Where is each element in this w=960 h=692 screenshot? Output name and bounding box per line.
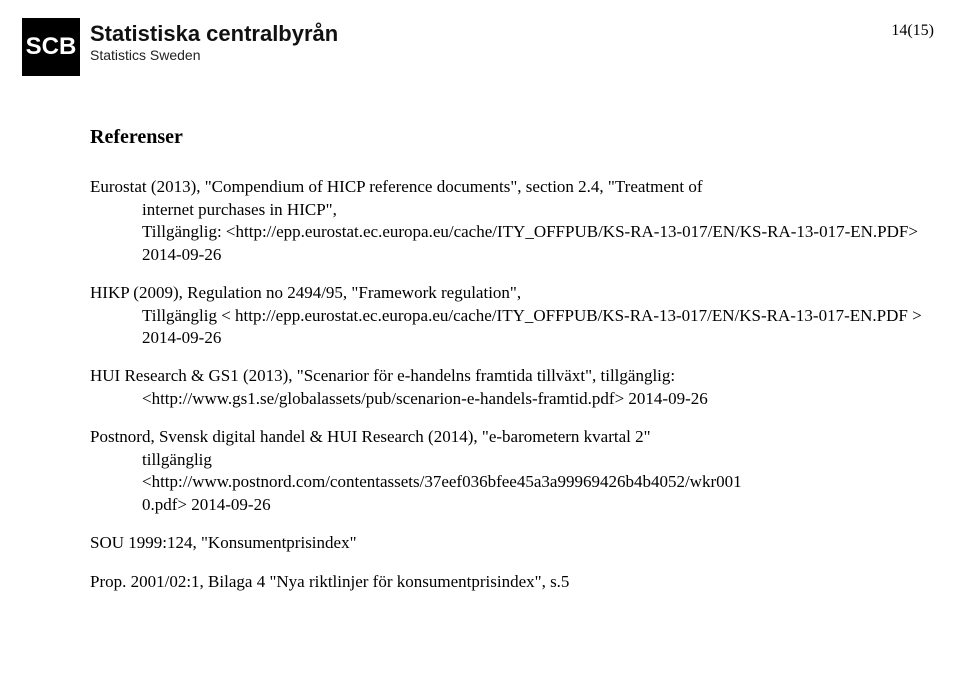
reference-item: HIKP (2009), Regulation no 2494/95, "Fra… [90, 282, 934, 349]
ref-indent: internet purchases in HICP", Tillgänglig… [90, 199, 934, 266]
ref-indent: <http://www.gs1.se/globalassets/pub/scen… [90, 388, 934, 410]
section-title: Referenser [90, 124, 934, 150]
org-sub-name: Statistics Sweden [90, 47, 338, 63]
ref-line: Prop. 2001/02:1, Bilaga 4 "Nya riktlinje… [90, 572, 569, 591]
reference-item: Prop. 2001/02:1, Bilaga 4 "Nya riktlinje… [90, 571, 934, 593]
ref-line: HIKP (2009), Regulation no 2494/95, "Fra… [90, 283, 521, 302]
reference-item: Eurostat (2013), "Compendium of HICP ref… [90, 176, 934, 266]
ref-line: SOU 1999:124, "Konsumentprisindex" [90, 533, 357, 552]
scb-logo: SCB [22, 18, 80, 76]
logo-text: SCB [26, 33, 77, 61]
org-names: Statistiska centralbyrån Statistics Swed… [90, 18, 338, 63]
reference-item: HUI Research & GS1 (2013), "Scenarior fö… [90, 365, 934, 410]
ref-indent: tillgänglig <http://www.postnord.com/con… [90, 449, 934, 516]
page-header: SCB Statistiska centralbyrån Statistics … [0, 0, 960, 76]
page-number: 14(15) [891, 22, 934, 40]
org-main-name: Statistiska centralbyrån [90, 22, 338, 45]
ref-line: HUI Research & GS1 (2013), "Scenarior fö… [90, 366, 675, 385]
reference-item: Postnord, Svensk digital handel & HUI Re… [90, 426, 934, 516]
ref-indent: Tillgänglig < http://epp.eurostat.ec.eur… [90, 305, 934, 350]
ref-line: Eurostat (2013), "Compendium of HICP ref… [90, 177, 703, 196]
reference-item: SOU 1999:124, "Konsumentprisindex" [90, 532, 934, 554]
content-area: Referenser Eurostat (2013), "Compendium … [0, 76, 960, 593]
ref-line: Postnord, Svensk digital handel & HUI Re… [90, 427, 651, 446]
